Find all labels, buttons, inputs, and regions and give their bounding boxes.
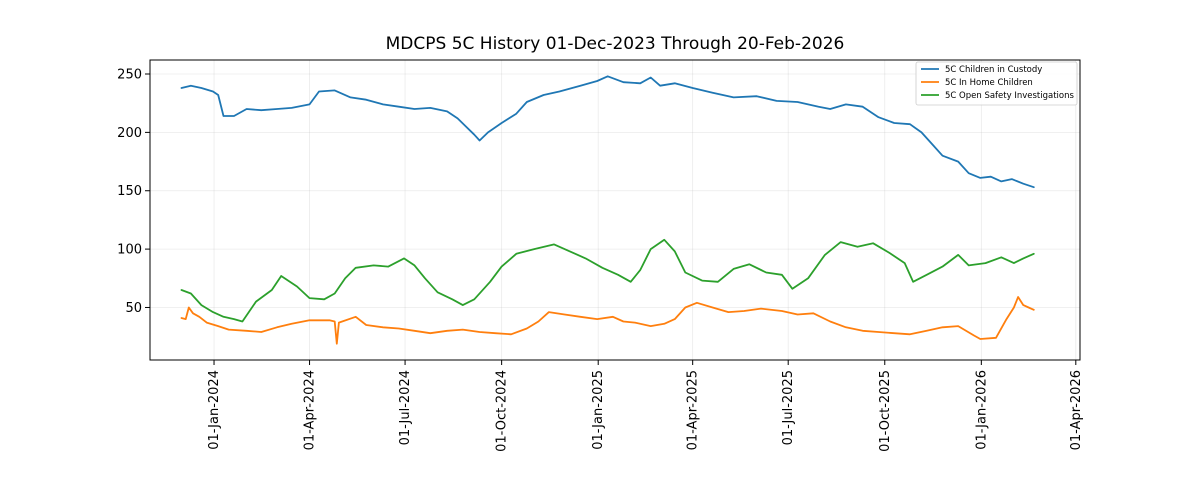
x-axis: 01-Jan-2024 01-Apr-2024 01-Jul-2024 01-Oct-… xyxy=(207,360,1084,452)
legend: 5C Children in Custody 5C In Home Childr… xyxy=(915,61,1078,106)
x-tick-label: 01-Apr-2025 xyxy=(686,370,701,450)
legend-label-custody: 5C Children in Custody xyxy=(945,65,1042,75)
x-tick-label: 01-Apr-2024 xyxy=(303,370,318,450)
y-tick-label: 50 xyxy=(125,301,142,316)
legend-label-safety: 5C Open Safety Investigations xyxy=(945,91,1075,101)
x-tick-label: 01-Oct-2024 xyxy=(495,370,510,452)
y-tick-label: 100 xyxy=(117,243,142,258)
x-tick-label: 01-Jan-2024 xyxy=(207,370,222,450)
legend-label-in-home: 5C In Home Children xyxy=(945,78,1033,88)
series-line-5c-open-safety-investigations xyxy=(180,238,1035,323)
legend-box xyxy=(915,61,1078,106)
y-tick-label: 200 xyxy=(117,126,142,141)
y-tick-label: 150 xyxy=(117,184,142,199)
x-tick-label: 01-Jul-2025 xyxy=(781,370,796,445)
series-layer xyxy=(180,75,1035,345)
x-tick-label: 01-Jan-2025 xyxy=(591,370,606,450)
plot-area-frame xyxy=(149,59,1081,361)
series-line-5c-children-in-custody xyxy=(180,75,1035,189)
chart-title: MDCPS 5C History 01-Dec-2023 Through 20-… xyxy=(386,34,845,54)
x-tick-label: 01-Oct-2025 xyxy=(878,370,893,452)
y-axis: 50 100 150 200 250 xyxy=(117,68,150,316)
series-line-5c-in-home-children xyxy=(180,296,1035,345)
x-tick-label: 01-Apr-2026 xyxy=(1069,370,1084,450)
x-tick-label: 01-Jul-2024 xyxy=(398,370,413,445)
x-tick-label: 01-Jan-2026 xyxy=(974,370,989,450)
y-tick-label: 250 xyxy=(117,68,142,83)
